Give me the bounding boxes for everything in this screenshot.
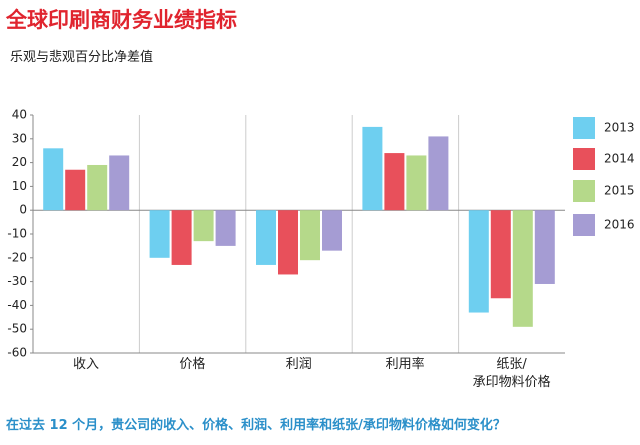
y-tick-label: -60 (7, 346, 27, 360)
bar (512, 210, 533, 327)
y-tick-label: 10 (12, 179, 27, 193)
bar (87, 164, 108, 211)
y-tick-label: 20 (12, 155, 27, 169)
bar (43, 148, 64, 211)
bar (362, 126, 383, 211)
y-tick-label: -10 (7, 227, 27, 241)
bar (406, 155, 427, 211)
x-tick-label: 纸张/ 承印物料价格 (472, 357, 551, 390)
legend-label: 2014 (604, 152, 635, 166)
x-tick-label: 价格 (179, 357, 206, 372)
x-tick-label: 利用率 (385, 357, 425, 372)
y-tick-label: 40 (12, 108, 27, 122)
x-tick-label: 利润 (285, 357, 312, 372)
chart-subtitle: 乐观与悲观百分比净差值 (10, 50, 154, 65)
legend-swatch (573, 180, 595, 202)
bar (65, 169, 86, 211)
bar (278, 210, 298, 275)
bar (193, 210, 214, 242)
bar (149, 210, 170, 258)
y-tick-label: 0 (19, 203, 27, 217)
y-tick-label: -40 (7, 298, 27, 312)
bar (468, 210, 489, 313)
bar (384, 153, 405, 211)
y-tick-label: -20 (7, 250, 27, 264)
bar (428, 136, 449, 211)
footnote: 在过去 12 个月，贵公司的收入、价格、利润、利用率和纸张/承印物料价格如何变化… (6, 418, 506, 433)
legend-label: 2013 (604, 121, 635, 135)
legend-swatch (573, 117, 595, 139)
legend-swatch (573, 214, 595, 236)
bar (300, 210, 320, 261)
y-tick-label: 30 (12, 131, 27, 145)
y-tick-label: -50 (7, 322, 27, 336)
bar (109, 155, 130, 211)
bar (534, 210, 555, 284)
bar (322, 210, 342, 251)
x-tick-label: 收入 (72, 357, 99, 372)
bar (215, 210, 236, 246)
legend-label: 2015 (604, 184, 635, 198)
y-tick-label: -30 (7, 274, 27, 288)
legend-swatch (573, 148, 595, 170)
legend-label: 2016 (604, 218, 635, 232)
bar (256, 210, 276, 265)
bar (490, 210, 511, 299)
bar (171, 210, 192, 265)
chart-title: 全球印刷商财务业绩指标 (6, 8, 237, 32)
